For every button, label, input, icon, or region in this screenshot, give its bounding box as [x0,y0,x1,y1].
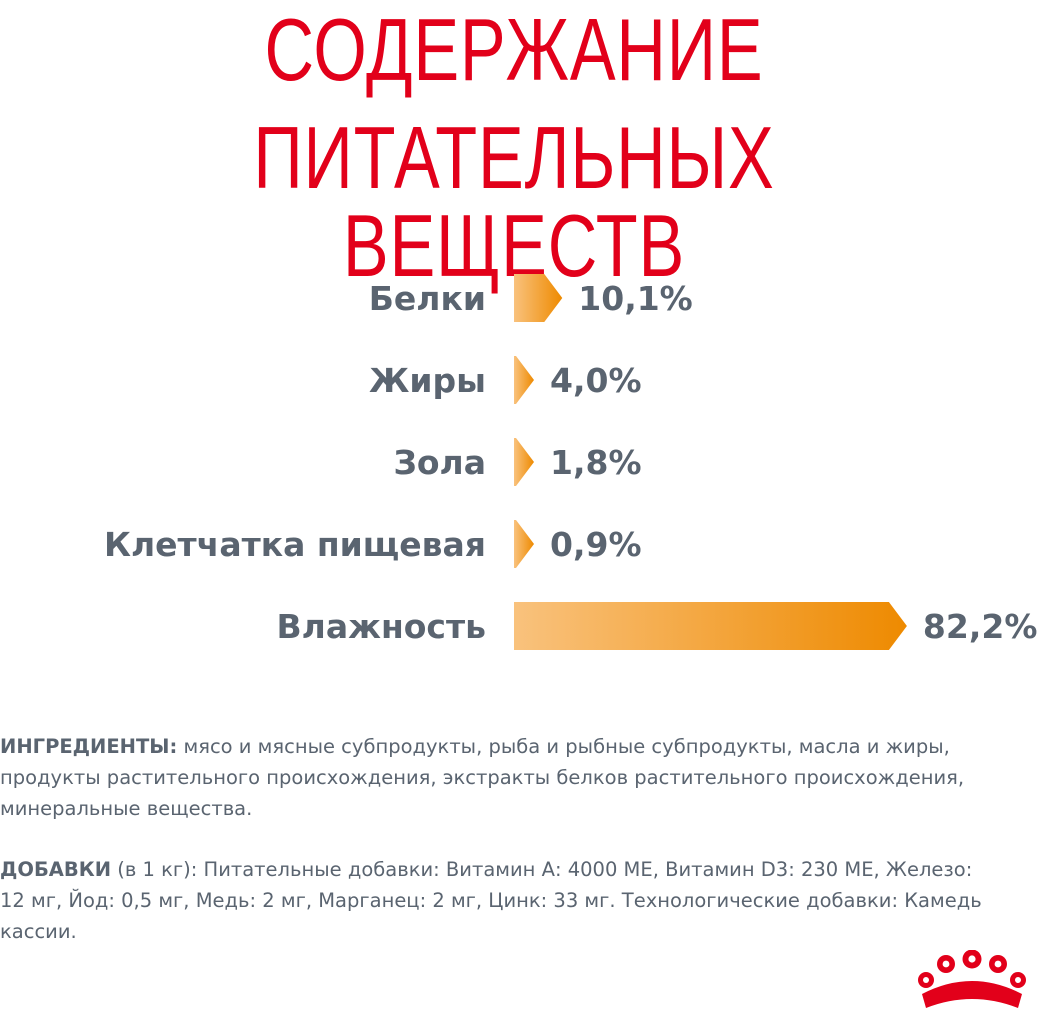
royal-canin-crown-icon [918,950,1026,1008]
additives-label: ДОБАВКИ [0,858,112,881]
bar-0 [514,274,563,322]
value-label-0: 10,1% [578,279,693,318]
bar-3 [514,520,534,568]
page-title-line-2: ПИТАТЕЛЬНЫХ ВЕЩЕСТВ [253,108,775,295]
bar-1 [514,356,534,404]
value-label-4: 82,2% [923,607,1038,646]
value-label-1: 4,0% [550,361,642,400]
additives-text: ДОБАВКИ (в 1 кг): Питательные добавки: В… [0,854,1000,947]
category-label-1: Жиры [369,361,486,400]
bar-2 [514,438,534,486]
category-label-3: Клетчатка пищевая [104,525,486,564]
value-label-2: 1,8% [550,443,642,482]
category-label-0: Белки [369,279,486,318]
category-label-4: Влажность [277,607,486,646]
category-label-2: Зола [393,443,486,482]
bar-4 [514,602,907,650]
additives-body: (в 1 кг): Питательные добавки: Витамин А… [0,858,982,943]
nutrient-bar-chart: Белки 10,1% Жиры 4,0% Зола 1,8% Клетчатка пище… [104,274,1038,650]
ingredients-body: мясо и мясные субпродукты, рыба и рыбные… [0,735,965,820]
ingredients-label: ИНГРЕДИЕНТЫ: [0,735,178,758]
value-label-3: 0,9% [550,525,642,564]
ingredients-text: ИНГРЕДИЕНТЫ: мясо и мясные субпродукты, … [0,731,1000,824]
page-title-line-1: СОДЕРЖАНИЕ [264,0,764,99]
